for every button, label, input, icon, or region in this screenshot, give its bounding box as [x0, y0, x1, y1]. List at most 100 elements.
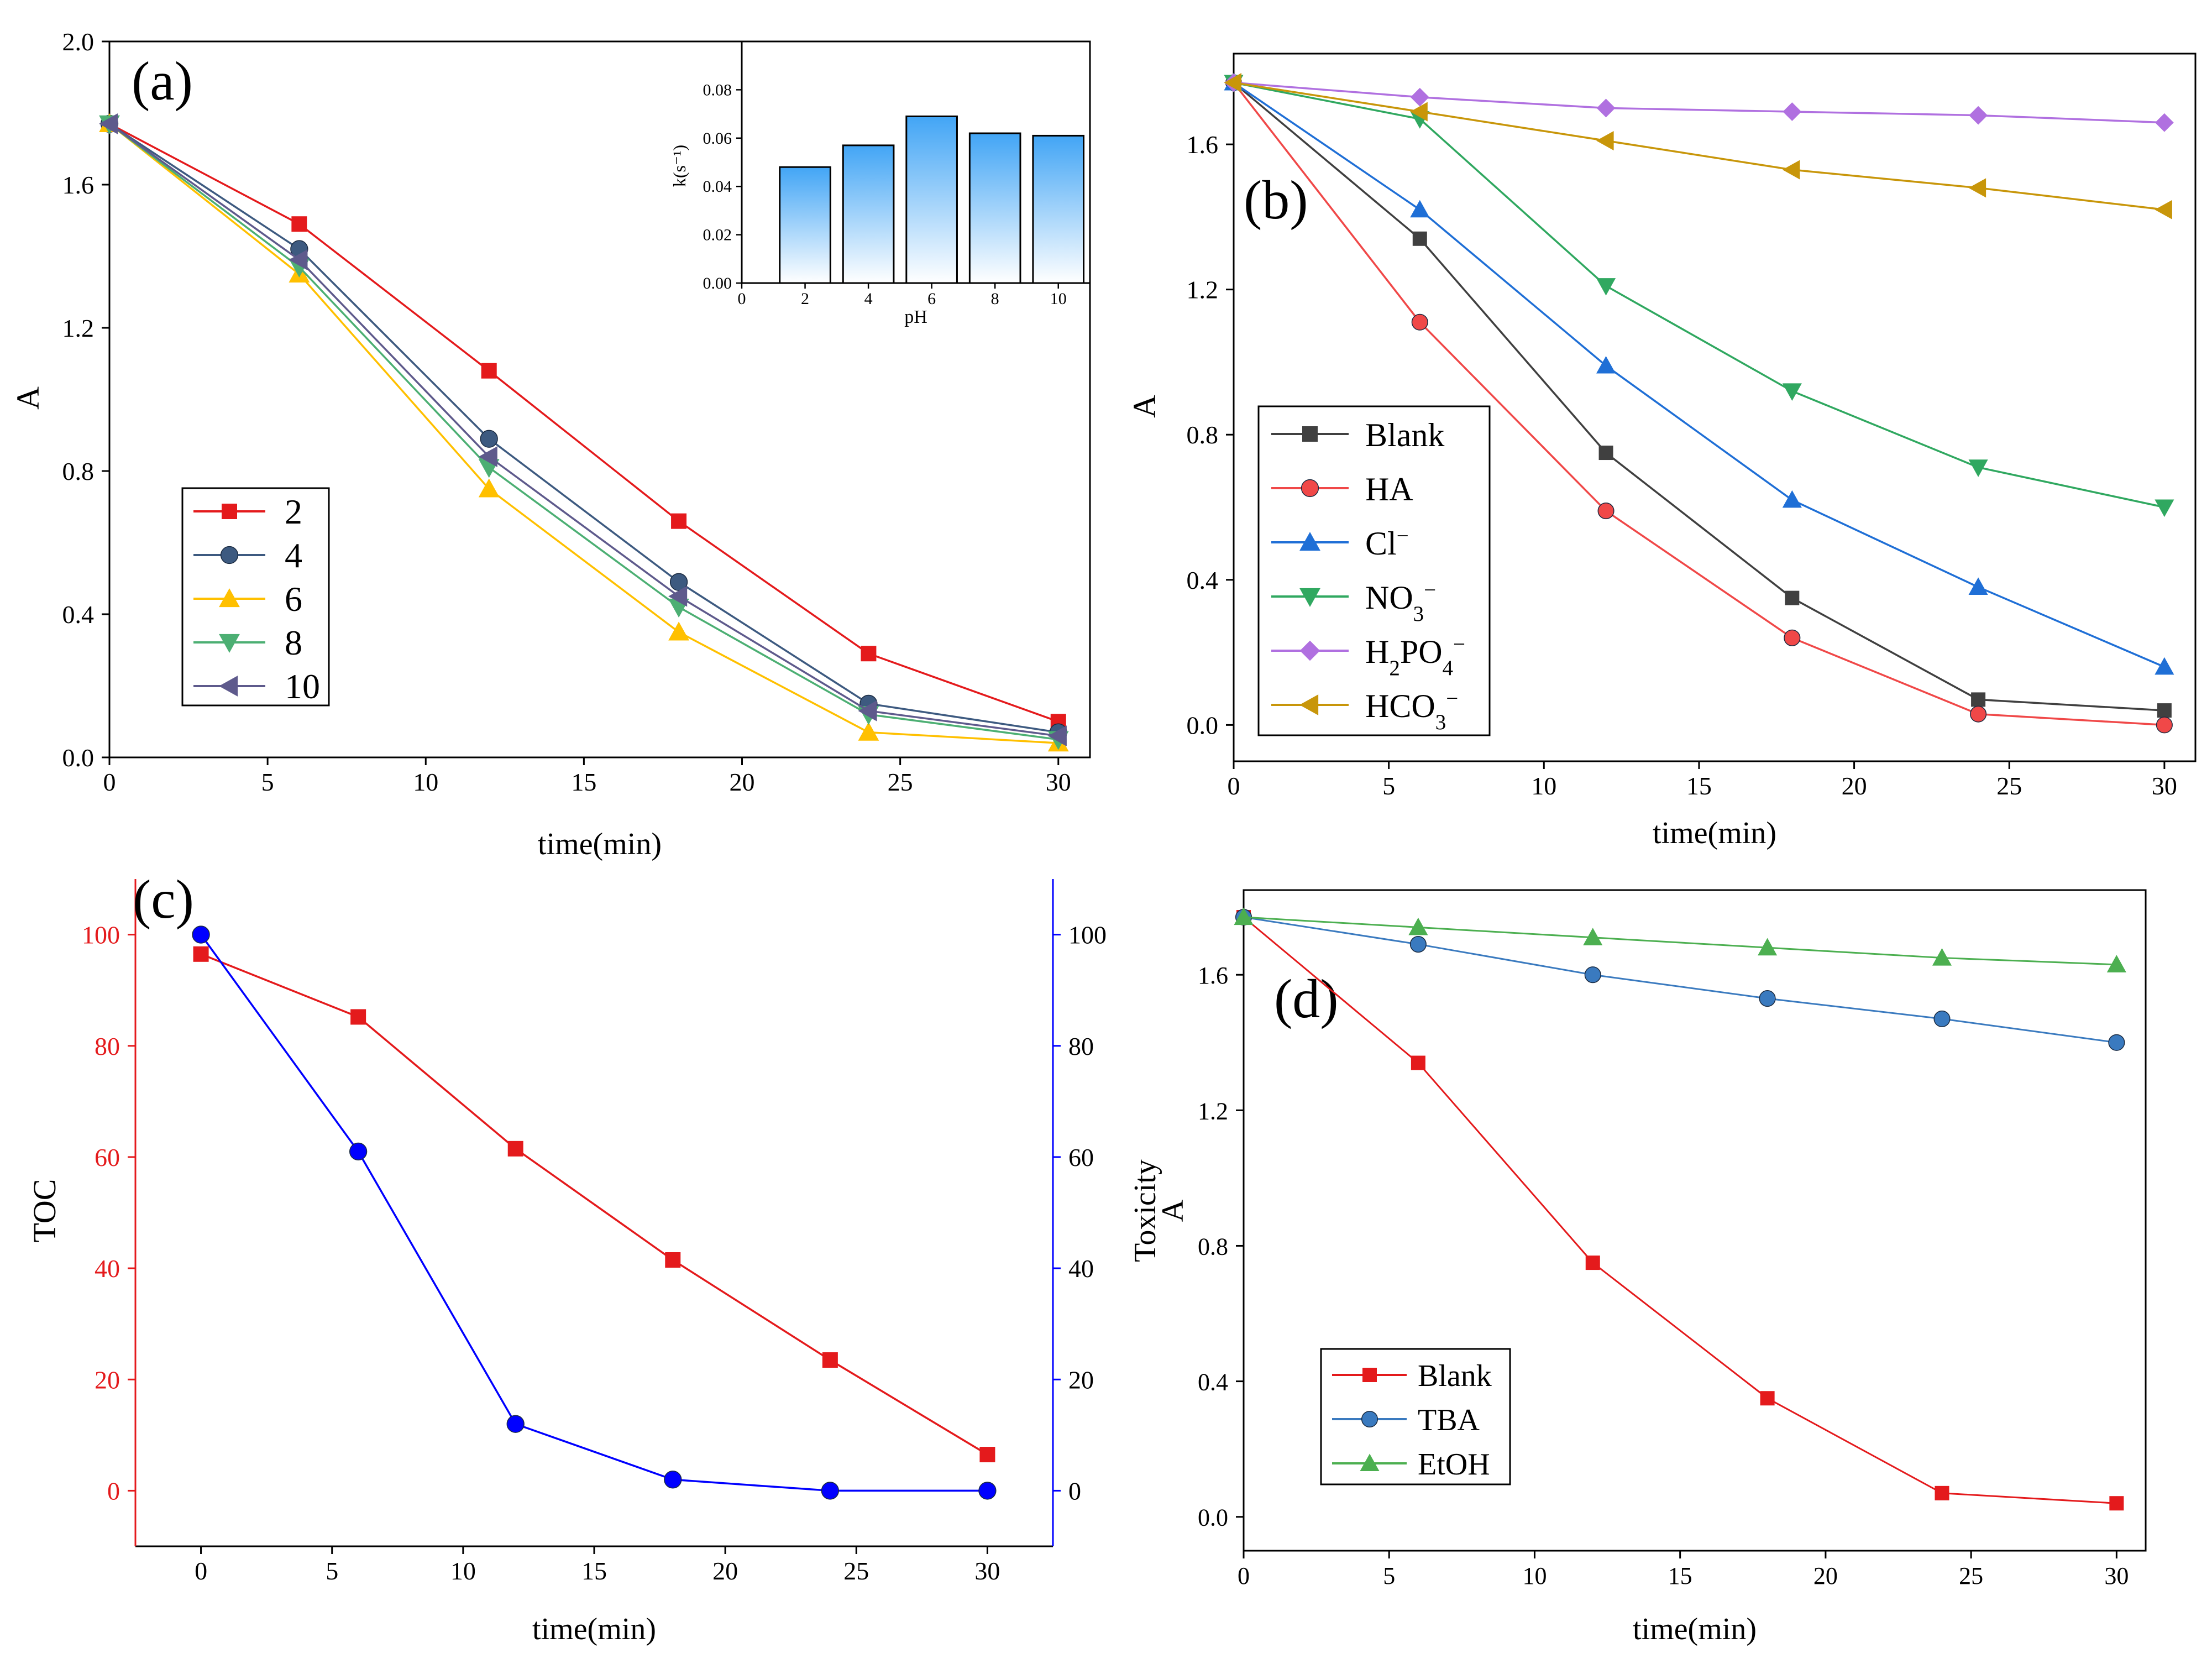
- x-tick-label: 15: [581, 1557, 607, 1585]
- data-point: [1971, 692, 1986, 707]
- legend-label: Blank: [1365, 417, 1444, 453]
- legend-label: 10: [285, 667, 320, 706]
- data-point: [2156, 716, 2173, 734]
- data-point: [665, 1252, 681, 1268]
- legend-marker: [1362, 1368, 1377, 1382]
- y-tick-label: 0.8: [1198, 1233, 1228, 1260]
- data-point: [1596, 355, 1616, 374]
- series-line: [1233, 82, 2164, 726]
- x-axis-title: time(min): [1653, 816, 1776, 850]
- data-point: [1410, 87, 1429, 107]
- data-point: [1410, 102, 1428, 122]
- legend-label-part: H: [1365, 634, 1389, 670]
- y-tick-label: 1.2: [1187, 276, 1219, 304]
- data-point: [1585, 1256, 1600, 1270]
- legend-label-part: NO: [1365, 579, 1413, 616]
- y-tick-label: 20: [1068, 1366, 1094, 1394]
- panel-d: 0 5 10 15 20 25 30 0.0 0.4 0.8 1.2 1.6 time(min) Toxi…: [1128, 889, 2147, 1646]
- panel-a-inset: 0.00 0.02 0.04 0.06 0.08 0 2 4 6 8 10 pH k(s⁻¹): [669, 41, 1090, 327]
- data-point: [1234, 907, 1254, 925]
- x-tick-label: 5: [326, 1557, 338, 1585]
- y-tick-label: 1.2: [1198, 1097, 1228, 1124]
- legend-label-part: −: [1453, 632, 1465, 656]
- data-point: [2157, 703, 2172, 718]
- series-line: [1233, 82, 2165, 668]
- data-point: [1597, 503, 1615, 520]
- legend-label-part: HCO: [1365, 688, 1435, 724]
- x-tick-label: 0: [1238, 1562, 1250, 1589]
- data-point: [1409, 936, 1427, 953]
- series-line: [109, 123, 1059, 723]
- y-tick-label: 20: [95, 1366, 120, 1394]
- panel-c: 0 5 10 15 20 25 30 0 20 40 60 80 100 0 20 40 60 80 100 time…: [27, 869, 1107, 1646]
- panel-label: (b): [1244, 169, 1308, 231]
- data-point: [291, 216, 307, 232]
- legend-marker: [222, 504, 237, 519]
- y-axis-title: A: [10, 386, 46, 410]
- data-point: [1412, 231, 1427, 246]
- data-point: [1408, 917, 1428, 935]
- y-axis-title: A: [1126, 395, 1162, 418]
- data-point: [2155, 657, 2174, 675]
- data-point: [1782, 490, 1802, 508]
- y-tick-label: 1.6: [1198, 962, 1228, 989]
- data-point: [1968, 178, 1986, 198]
- y-axis-title: TOC: [27, 1179, 62, 1243]
- legend-box: [1257, 405, 1491, 736]
- legend-marker: [1360, 1453, 1380, 1472]
- data-point: [671, 513, 687, 529]
- series-line: [1243, 916, 2117, 966]
- legend-label-part: HA: [1365, 471, 1413, 508]
- inset-y-tick-label: 0.06: [703, 129, 732, 148]
- y-tick-label: 60: [1068, 1143, 1094, 1171]
- legend-marker: [1299, 532, 1320, 551]
- inset-x-tick-label: 2: [801, 290, 809, 308]
- series-line: [109, 123, 1059, 734]
- data-point: [1970, 705, 1987, 723]
- legend-label: H2PO4−: [1365, 632, 1465, 680]
- y-tick-label: 0.4: [1187, 566, 1219, 594]
- inset-x-tick-label: 6: [927, 290, 936, 308]
- x-tick-label: 25: [1996, 772, 2022, 800]
- legend-label: 8: [285, 623, 302, 662]
- bar: [905, 115, 958, 284]
- x-tick-label: 0: [195, 1557, 207, 1585]
- inset-y-tick-label: 0.04: [703, 177, 732, 196]
- data-point: [668, 621, 689, 641]
- legend-label: HA: [1365, 471, 1413, 508]
- x-tick-label: 20: [1813, 1562, 1838, 1589]
- bar: [779, 166, 831, 284]
- data-point: [1782, 383, 1802, 401]
- y-tick-label: 0.4: [1198, 1369, 1228, 1396]
- series-line: [1233, 81, 2165, 211]
- legend-label-part: 4: [1443, 656, 1454, 680]
- y-tick-label: 0.8: [1187, 421, 1219, 449]
- data-point: [2155, 113, 2174, 132]
- y-tick-label: 100: [82, 921, 120, 949]
- data-point: [478, 446, 497, 467]
- x-tick-label: 5: [1383, 1562, 1395, 1589]
- data-point: [822, 1352, 838, 1368]
- x-tick-label: 15: [1668, 1562, 1692, 1589]
- inset-x-axis-title: pH: [904, 307, 927, 327]
- x-tick-label: 30: [2104, 1562, 2129, 1589]
- legend-label-part: −: [1424, 578, 1436, 602]
- data-point: [664, 1471, 682, 1489]
- inset-y-axis-title: k(s⁻¹): [669, 145, 689, 187]
- data-point: [2109, 1496, 2124, 1511]
- x-tick-label: 10: [450, 1557, 476, 1585]
- y-tick-label: 0.4: [62, 600, 95, 629]
- y-axis-title: Toxicity: [1128, 1159, 1162, 1262]
- legend-label: NO3−: [1365, 578, 1436, 626]
- data-point: [978, 1482, 997, 1500]
- data-point: [1758, 938, 1778, 956]
- y-tick-label: 0.0: [1198, 1504, 1228, 1531]
- legend-marker: [1301, 479, 1319, 498]
- legend-marker: [1299, 694, 1319, 715]
- legend-label-part: Blank: [1365, 417, 1444, 453]
- series-line: [1233, 81, 2164, 124]
- data-point: [2155, 200, 2172, 219]
- legend-marker: [1302, 426, 1318, 442]
- data-point: [1411, 313, 1428, 331]
- series-line: [200, 934, 988, 1492]
